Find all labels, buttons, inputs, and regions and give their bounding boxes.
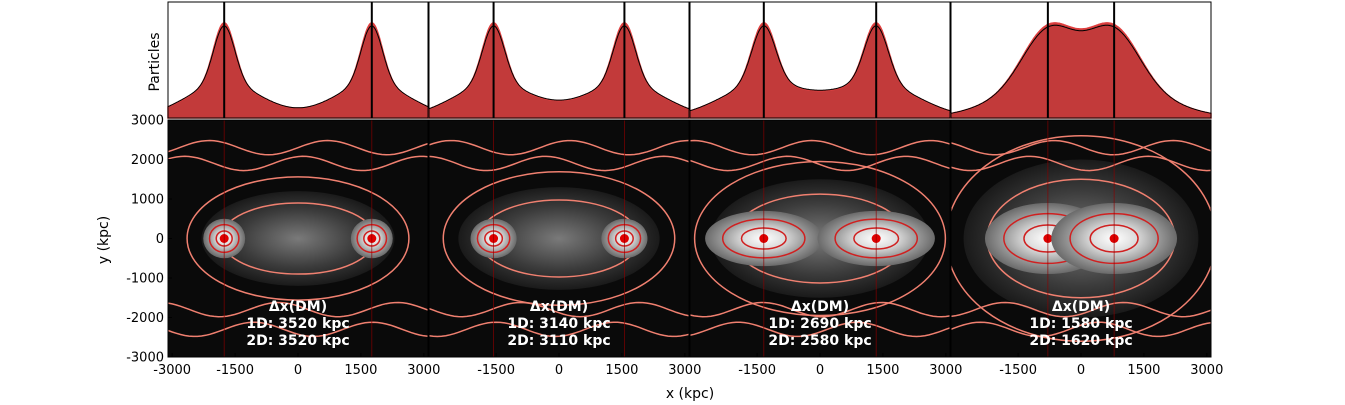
outer-contour [442, 170, 676, 307]
background-contour-2 [690, 155, 950, 172]
x-tick-label: 1500 [866, 363, 899, 378]
dm-histogram-line [689, 25, 951, 112]
density-map [951, 120, 1211, 357]
annotation-line-3: 2D: 3520 kpc [246, 333, 349, 349]
x-tick-label: 3000 [668, 363, 701, 378]
outer-contour [186, 176, 410, 301]
x-tick-label: -3000 [153, 363, 191, 378]
annotation-line-1: Δx(DM) [791, 299, 849, 315]
dm-histogram-line [950, 24, 1212, 114]
xlabel: x (kpc) [666, 386, 714, 402]
annotation-line-2: 1D: 3520 kpc [246, 316, 349, 332]
hist-axes-frame [167, 1, 429, 119]
outer-contour [693, 160, 947, 317]
x-tick-label: 0 [1077, 363, 1085, 378]
y-tick-label: 3000 [131, 114, 164, 129]
x-tick-label: 3000 [407, 363, 440, 378]
annotation-line-3: 2D: 2580 kpc [768, 333, 871, 349]
background-contour-4 [429, 321, 689, 338]
background-contour-1 [168, 139, 428, 156]
y-tick-label: 2000 [131, 153, 164, 168]
x-tick-label: 1500 [1127, 363, 1160, 378]
bottom-ylabel: y (kpc) [96, 216, 112, 264]
background-contour-1 [951, 139, 1211, 156]
density-map [168, 120, 428, 357]
y-tick-label: -3000 [126, 351, 164, 366]
background-contour-3 [168, 301, 428, 318]
density-map [690, 120, 950, 357]
x-tick-label: 1500 [605, 363, 638, 378]
annotation-line-1: Δx(DM) [269, 299, 327, 315]
dm-histogram-line [428, 25, 690, 110]
annotation-line-2: 1D: 3140 kpc [507, 316, 610, 332]
y-tick-label: 1000 [131, 193, 164, 208]
annotation-line-2: 1D: 1580 kpc [1029, 316, 1132, 332]
background-contour-3 [690, 301, 950, 318]
background-contour-4 [168, 321, 428, 338]
background-contour-4 [690, 321, 950, 338]
x-tick-label: -1500 [477, 363, 515, 378]
hist-axes-frame [950, 1, 1212, 119]
x-tick-label: 0 [816, 363, 824, 378]
x-tick-label: 3000 [1190, 363, 1223, 378]
x-tick-label: 0 [555, 363, 563, 378]
annotation-line-3: 2D: 1620 kpc [1029, 333, 1132, 349]
hist-axes-frame [428, 1, 690, 119]
outer-contour [951, 135, 1211, 342]
x-tick-label: 1500 [344, 363, 377, 378]
x-tick-label: -1500 [999, 363, 1037, 378]
top-ylabel: Particles [147, 32, 163, 91]
background-contour-2 [951, 155, 1211, 172]
density-envelope [458, 187, 660, 290]
x-tick-label: -1500 [738, 363, 776, 378]
y-tick-label: 0 [156, 232, 164, 247]
density-envelope [201, 191, 395, 286]
x-tick-label: -1500 [216, 363, 254, 378]
background-contour-3 [429, 301, 689, 318]
annotation-line-3: 2D: 3110 kpc [507, 333, 610, 349]
annotation-line-1: Δx(DM) [1052, 299, 1110, 315]
hist-axes-frame [689, 1, 951, 119]
density-map [429, 120, 689, 357]
background-contour-3 [951, 301, 1211, 318]
y-tick-label: -1000 [126, 272, 164, 287]
background-contour-1 [429, 139, 689, 156]
y-tick-label: -2000 [126, 311, 164, 326]
annotation-line-2: 1D: 2690 kpc [768, 316, 871, 332]
background-contour-4 [951, 321, 1211, 338]
background-contour-1 [690, 139, 950, 156]
dm-histogram-line [167, 25, 429, 109]
background-contour-2 [168, 155, 428, 172]
annotation-line-1: Δx(DM) [530, 299, 588, 315]
x-tick-label: 0 [294, 363, 302, 378]
background-contour-2 [429, 155, 689, 172]
x-tick-label: 3000 [929, 363, 962, 378]
